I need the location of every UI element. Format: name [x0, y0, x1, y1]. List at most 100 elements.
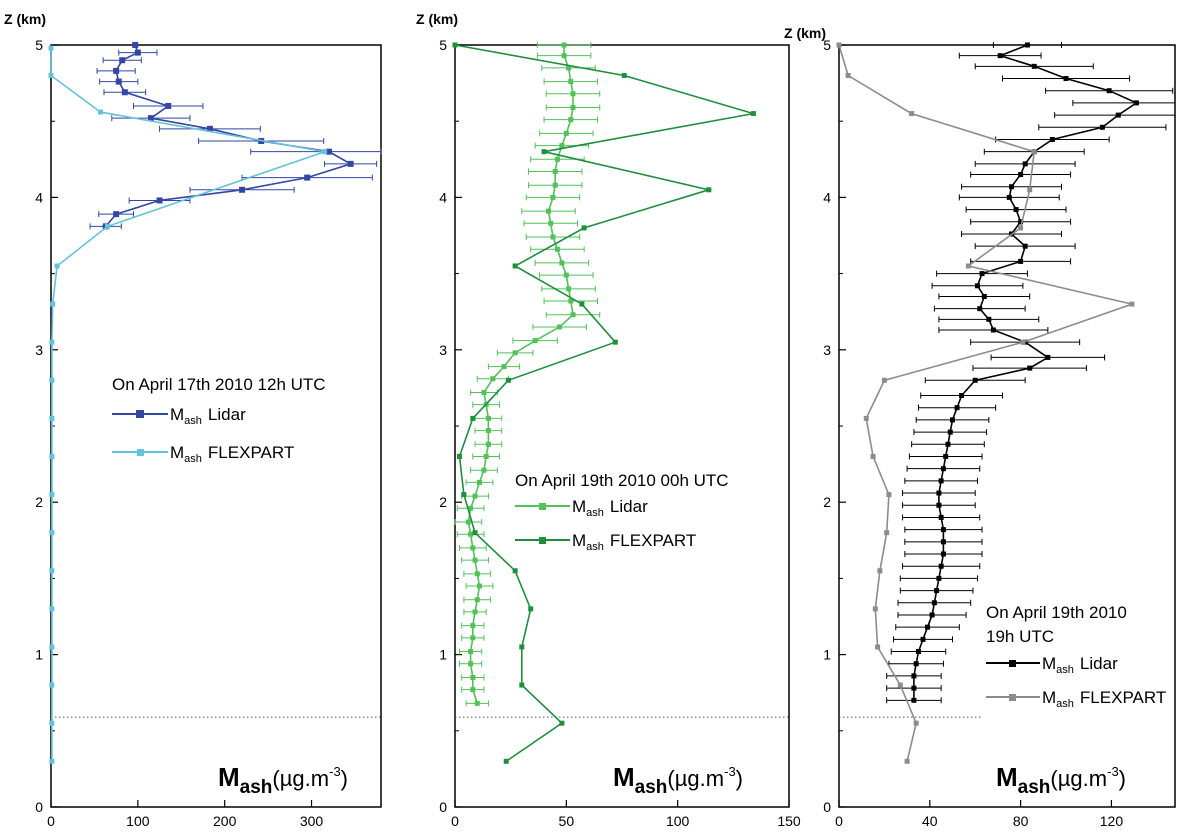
legend-marker-lidar: [136, 410, 144, 418]
legend: On April 19th 2010 19h UTC Mash Lidar Mas…: [982, 598, 1174, 728]
data-point: [550, 194, 556, 200]
data-point: [581, 225, 587, 231]
y-axis-label: Z (km): [416, 11, 458, 27]
data-point: [911, 673, 917, 679]
panel-april-19-19h: Z (km) 0 1 2 3 4 5 0 40 80 120 On April 19th 201…: [784, 25, 1176, 829]
data-point: [49, 492, 55, 498]
y-tick-label: 4: [35, 189, 43, 205]
data-point: [519, 682, 525, 688]
data-point: [915, 649, 921, 655]
data-point: [559, 260, 565, 266]
data-point: [1129, 301, 1135, 307]
data-point: [563, 272, 569, 278]
data-point: [472, 557, 478, 563]
data-point: [938, 514, 944, 520]
legend-marker-flexpart: [137, 449, 144, 456]
y-tick-label: 3: [439, 342, 447, 358]
x-tick-label: 300: [300, 813, 324, 829]
series-layer: [452, 42, 756, 764]
data-point: [474, 597, 480, 603]
data-point: [512, 263, 518, 269]
data-point: [54, 263, 60, 269]
data-point: [472, 493, 478, 499]
data-point: [49, 453, 55, 459]
data-point: [940, 551, 946, 557]
x-tick-label: 100: [126, 813, 150, 829]
x-tick-label: 0: [835, 813, 843, 829]
data-point: [541, 149, 547, 155]
x-tick-label: 40: [922, 813, 938, 829]
legend-marker-lidar: [1009, 660, 1016, 667]
data-point: [468, 661, 474, 667]
data-point: [1031, 149, 1037, 155]
y-tick-label: 4: [439, 189, 447, 205]
data-point: [347, 160, 354, 167]
y-tick-label: 2: [823, 494, 831, 510]
x-tick-label: 0: [451, 813, 459, 829]
data-point: [49, 758, 55, 764]
data-point: [147, 115, 154, 122]
x-tick-label: 200: [213, 813, 237, 829]
data-point: [863, 415, 869, 421]
data-point: [470, 687, 476, 693]
x-tick-label: 150: [777, 813, 801, 829]
data-point: [965, 263, 971, 269]
data-point: [972, 377, 978, 383]
data-point: [468, 649, 474, 655]
data-point: [481, 389, 487, 395]
y-tick-label: 1: [439, 647, 447, 663]
data-point: [934, 588, 940, 594]
data-point: [559, 720, 565, 726]
data-point: [845, 72, 851, 78]
data-point: [568, 79, 574, 85]
data-point: [554, 156, 560, 162]
series-line: [467, 45, 574, 704]
x-tick-label: 100: [666, 813, 690, 829]
y-tick-label: 1: [823, 647, 831, 663]
data-point: [132, 42, 139, 48]
data-point: [474, 571, 480, 577]
error-bars: [89, 49, 382, 230]
data-point: [872, 606, 878, 612]
data-point: [472, 609, 478, 615]
data-point: [48, 72, 54, 78]
data-point: [881, 377, 887, 383]
data-point: [938, 563, 944, 569]
data-point: [552, 182, 558, 188]
legend-label-lidar: Mash Lidar: [170, 405, 246, 427]
data-point: [50, 301, 56, 307]
y-tick-label: 2: [439, 494, 447, 510]
data-point: [563, 130, 569, 136]
data-point: [461, 492, 467, 498]
x-ticks: 0 100 200 300: [47, 800, 323, 829]
legend-marker-flexpart: [539, 537, 546, 544]
legend-label-flexpart: Mash FLEXPART: [572, 531, 696, 553]
data-point: [476, 583, 482, 589]
data-point: [954, 405, 960, 411]
data-point: [550, 234, 556, 240]
data-point: [566, 65, 572, 71]
data-point: [470, 415, 476, 421]
data-point: [1022, 243, 1028, 249]
y-tick-label: 5: [823, 37, 831, 53]
data-point: [1099, 124, 1105, 130]
data-point: [490, 376, 496, 382]
data-point: [49, 682, 55, 688]
data-point: [570, 312, 576, 318]
data-point: [1031, 63, 1037, 69]
data-point: [49, 339, 55, 345]
data-point: [1133, 100, 1139, 106]
data-point: [570, 104, 576, 110]
data-point: [165, 102, 172, 109]
data-point: [1013, 207, 1019, 213]
legend-title-line-2: 19h UTC: [986, 627, 1054, 646]
data-point: [49, 644, 55, 650]
data-point: [1106, 88, 1112, 94]
x-tick-label: 0: [47, 813, 55, 829]
data-point: [1049, 136, 1055, 142]
data-point: [977, 306, 983, 312]
y-tick-label: 0: [35, 799, 43, 815]
series-line: [454, 44, 754, 762]
data-point: [1024, 42, 1030, 48]
data-point: [561, 53, 567, 59]
